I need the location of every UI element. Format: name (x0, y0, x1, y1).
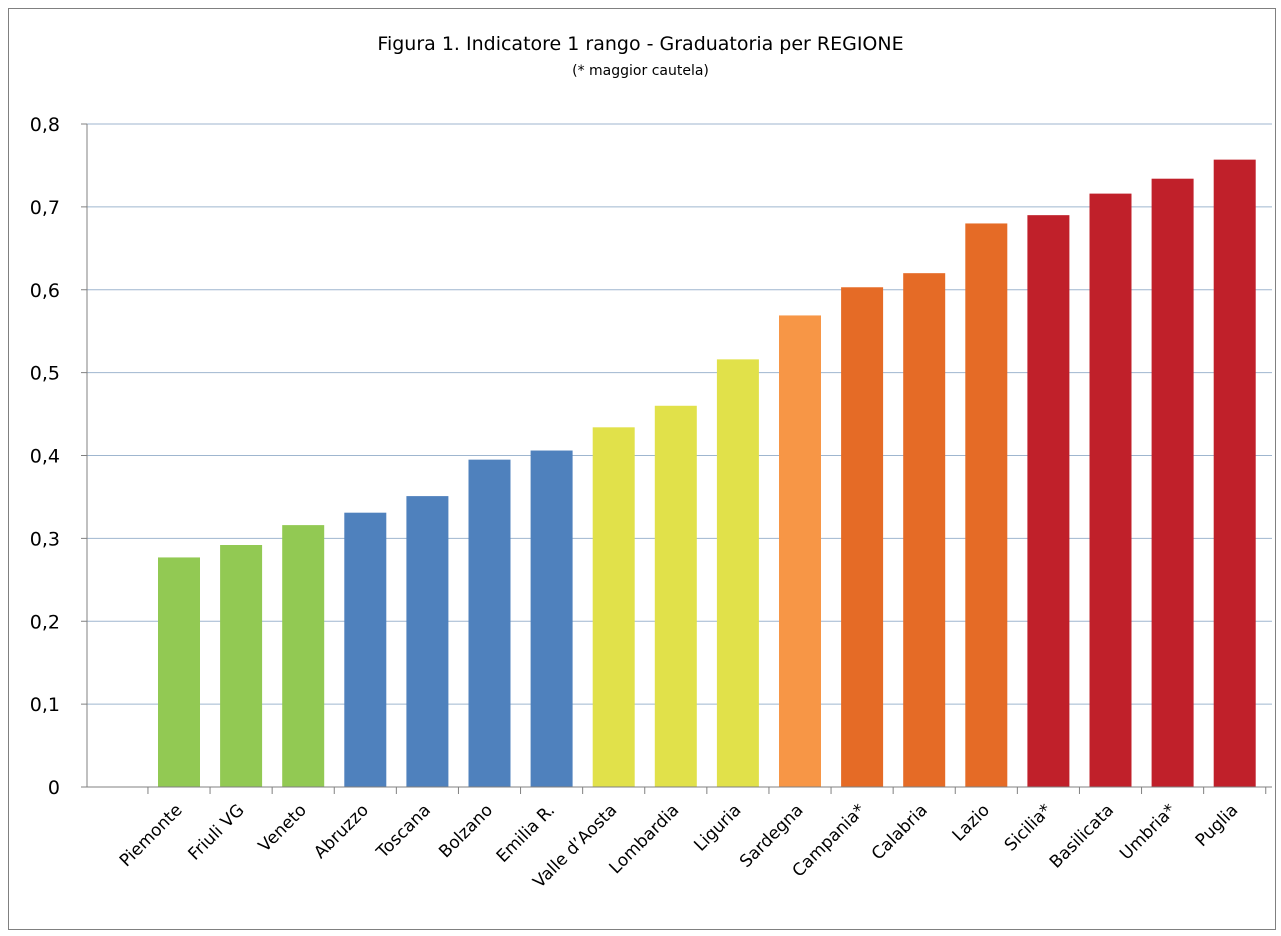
x-tick-label: Calabria (868, 800, 932, 864)
y-tick-label: 0,4 (30, 446, 60, 468)
x-tick-label: Abruzzo (310, 800, 373, 863)
bar (406, 496, 449, 787)
bar (654, 405, 697, 787)
y-tick-label: 0 (48, 777, 60, 799)
bar (903, 273, 946, 787)
bar (716, 359, 759, 787)
bar (841, 287, 884, 787)
x-tick-label: Bolzano (435, 800, 497, 862)
y-tick-label: 0,2 (30, 611, 60, 633)
x-tick-label: Toscana (372, 800, 435, 863)
bars (158, 159, 1256, 788)
x-tick-label: Piemonte (116, 800, 187, 871)
bar (1213, 159, 1256, 788)
y-tick-label: 0,3 (30, 528, 60, 550)
bar (530, 450, 573, 787)
bar (592, 427, 635, 787)
bar (282, 525, 325, 787)
x-tick-label: Puglia (1192, 800, 1242, 850)
y-axis-ticks: 0 0,1 0,2 0,3 0,4 0,5 0,6 0,7 0,8 (30, 114, 88, 799)
x-tick-label: Basilicata (1046, 800, 1118, 872)
bar (779, 315, 821, 787)
bar (344, 512, 387, 787)
y-tick-label: 0,1 (30, 694, 60, 716)
bar (220, 545, 263, 787)
x-tick-label: Veneto (255, 800, 311, 856)
x-tick-label: Umbria* (1116, 800, 1180, 864)
y-tick-label: 0,6 (30, 280, 60, 302)
bar (468, 459, 511, 787)
y-tick-label: 0,5 (30, 363, 60, 385)
bar (158, 557, 200, 787)
x-tick-label: Liguria (690, 800, 745, 855)
chart-title: Figura 1. Indicatore 1 rango - Graduator… (377, 33, 904, 55)
x-tick-label: Friuli VG (185, 800, 249, 864)
x-tick-label: Emilia R. (493, 800, 559, 866)
x-axis (87, 786, 1272, 794)
bar (1151, 178, 1194, 787)
bar (965, 223, 1008, 787)
bar (1027, 215, 1070, 788)
y-tick-label: 0,8 (30, 114, 60, 136)
chart-subtitle: (* maggior cautela) (572, 63, 709, 79)
y-tick-label: 0,7 (30, 197, 60, 219)
x-tick-label: Sicilia* (1001, 800, 1056, 855)
x-tick-label: Lazio (949, 800, 994, 845)
bar (1089, 193, 1132, 788)
